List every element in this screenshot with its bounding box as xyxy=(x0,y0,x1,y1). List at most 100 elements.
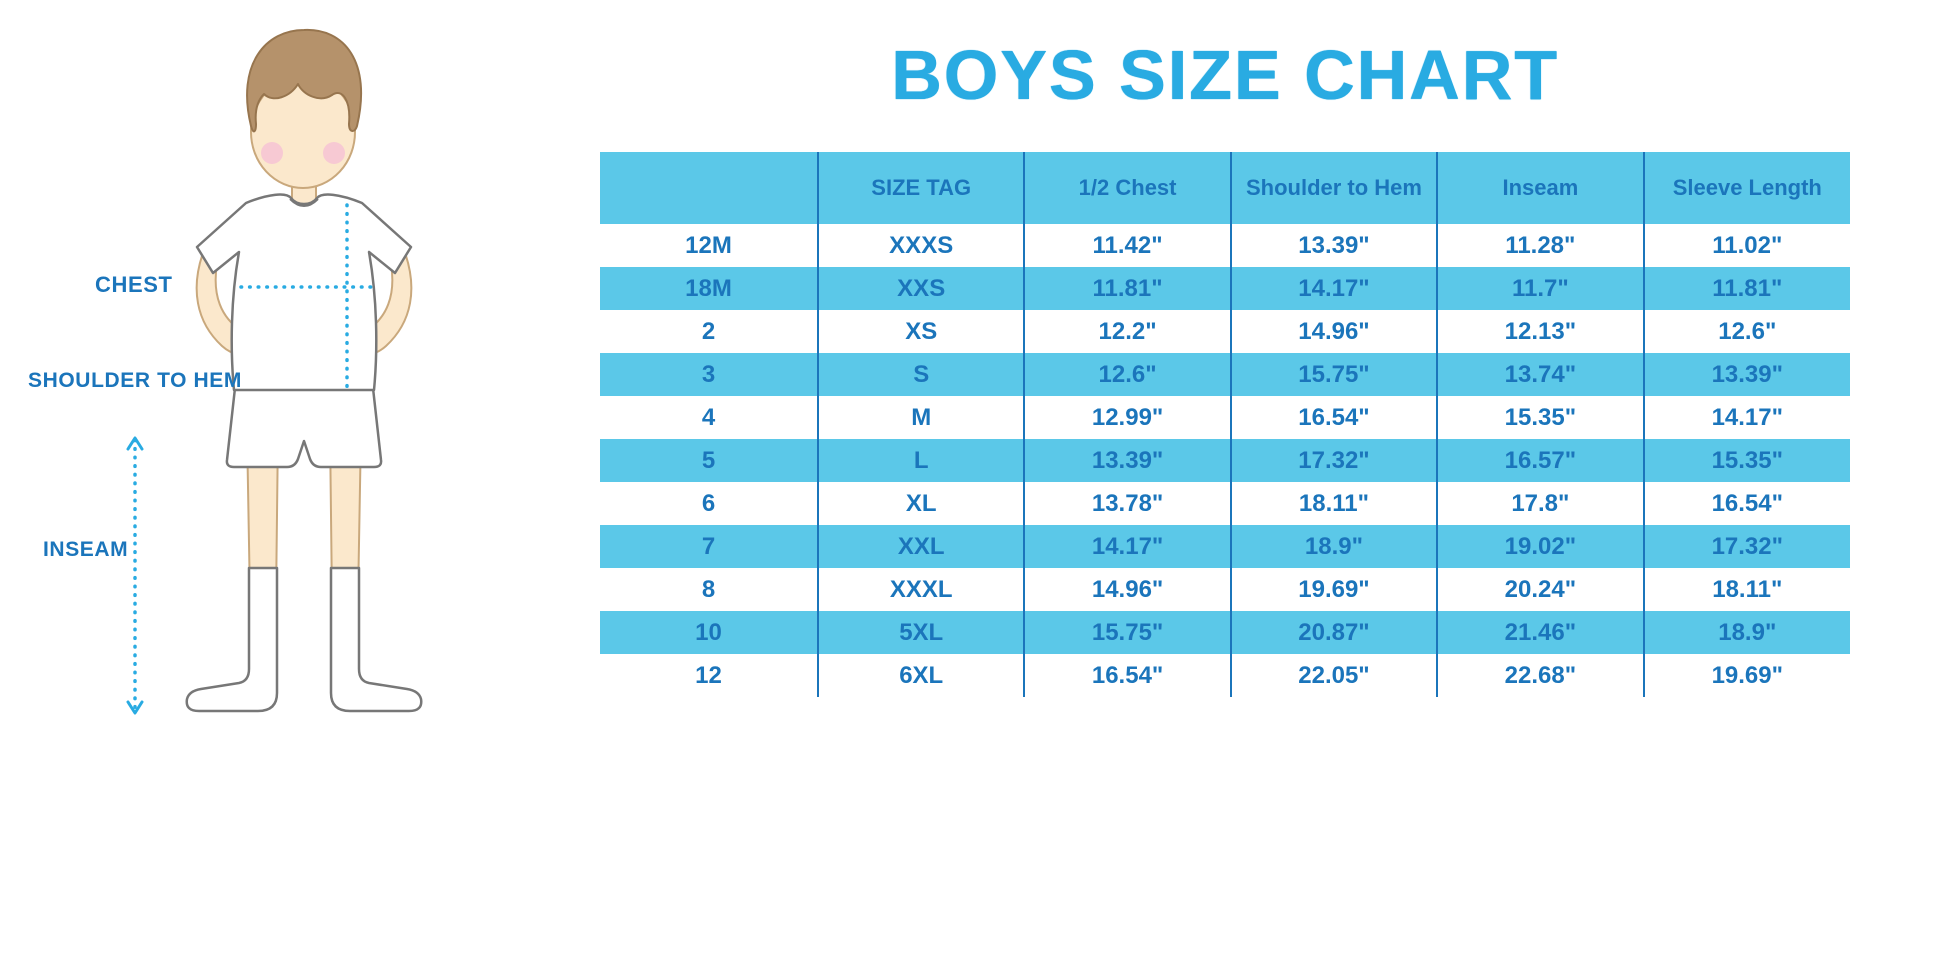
measurement-cell: 13.39" xyxy=(1023,439,1231,482)
size-cell: 3 xyxy=(600,353,818,396)
measurement-cell: 14.17" xyxy=(1023,525,1231,568)
measurement-cell: 18.9" xyxy=(1642,611,1850,654)
measurement-cell: 16.54" xyxy=(1023,654,1231,697)
measurement-cell: 16.57" xyxy=(1436,439,1644,482)
boy-measurement-diagram: CHEST SHOULDER TO HEM INSEAM xyxy=(0,0,480,973)
measurement-cell: 12.2" xyxy=(1023,310,1231,353)
measurement-cell: 11.02" xyxy=(1642,224,1850,267)
size-cell: 4 xyxy=(701,403,716,431)
column-header: Inseam xyxy=(1436,152,1644,224)
measurement-cell: 15.75" xyxy=(1023,611,1231,654)
measurement-cell: 16.54" xyxy=(1642,482,1850,525)
size-tag-cell: XXL xyxy=(816,525,1025,568)
measurement-cell: 13.39" xyxy=(1229,224,1438,267)
measurement-cell: 14.96" xyxy=(1023,568,1231,611)
inseam-label: INSEAM xyxy=(43,538,129,561)
shorts xyxy=(225,386,383,469)
hair xyxy=(246,28,362,133)
measurement-cell: 13.78" xyxy=(1023,482,1231,525)
size-tag-cell: XXS xyxy=(816,267,1025,310)
measurement-cell: 14.96" xyxy=(1229,310,1438,353)
measurement-cell: 20.24" xyxy=(1436,568,1644,611)
size-tag-cell: M xyxy=(816,396,1025,439)
measurement-cell: 11.28" xyxy=(1436,224,1644,267)
size-cell: 6 xyxy=(701,489,716,517)
size-tag-cell: S xyxy=(816,353,1025,396)
size-table: SIZE TAG 1/2 Chest Shoulder to Hem Inseam Sl… xyxy=(600,152,1850,697)
measurement-cell: 18.11" xyxy=(1642,568,1850,611)
cheeks xyxy=(261,142,345,164)
size-cell: 12M xyxy=(685,231,732,259)
measurement-cell: 18.9" xyxy=(1229,525,1438,568)
table-row: 4 M 12.99" 16.54" 15.35" 14.17" xyxy=(600,396,1850,439)
size-cell: 12 xyxy=(695,661,722,689)
inseam-arrow-top xyxy=(126,436,144,451)
column-header: 1/2 Chest xyxy=(1023,152,1231,224)
table-row: 2 XS 12.2" 14.96" 12.13" 12.6" xyxy=(600,310,1850,353)
size-tag-cell: 5XL xyxy=(816,611,1025,654)
table-row: 12 6XL 16.54" 22.05" 22.68" 19.69" xyxy=(600,654,1850,697)
measurement-cell: 17.32" xyxy=(1642,525,1850,568)
measurement-cell: 15.75" xyxy=(1229,353,1438,396)
column-header-empty xyxy=(600,152,818,224)
measurement-cell: 13.74" xyxy=(1436,353,1644,396)
inseam-arrow-bottom xyxy=(126,700,144,715)
table-row: 10 5XL 15.75" 20.87" 21.46" 18.9" xyxy=(600,611,1850,654)
column-header: Sleeve Length xyxy=(1642,152,1850,224)
chart-panel: BOYS SIZE CHART SIZE TAG 1/2 Chest Shoulde… xyxy=(600,0,1850,697)
table-row: 6 XL 13.78" 18.11" 17.8" 16.54" xyxy=(600,482,1850,525)
measurement-cell: 14.17" xyxy=(1642,396,1850,439)
measurement-cell: 16.54" xyxy=(1229,396,1438,439)
measurement-cell: 15.35" xyxy=(1436,396,1644,439)
table-row: 18M XXS 11.81" 14.17" 11.7" 11.81" xyxy=(600,267,1850,310)
measurement-cell: 12.6" xyxy=(1023,353,1231,396)
size-tag-cell: L xyxy=(816,439,1025,482)
socks xyxy=(185,566,423,713)
size-cell: 2 xyxy=(701,317,716,345)
table-head: SIZE TAG 1/2 Chest Shoulder to Hem Inseam Sl… xyxy=(600,152,1850,224)
size-cell: 18M xyxy=(600,267,818,310)
measurement-cell: 15.35" xyxy=(1642,439,1850,482)
measurement-cell: 19.02" xyxy=(1436,525,1644,568)
measurement-cell: 11.7" xyxy=(1436,267,1644,310)
measurement-cell: 13.39" xyxy=(1642,353,1850,396)
measurement-cell: 12.6" xyxy=(1642,310,1850,353)
boy-illustration xyxy=(126,28,423,715)
table-body: 12M XXXS 11.42" 13.39" 11.28" 11.02" 18M XXS 11.… xyxy=(600,224,1850,697)
column-header: SIZE TAG xyxy=(816,152,1025,224)
size-tag-cell: XL xyxy=(816,482,1025,525)
measurement-cell: 11.81" xyxy=(1023,267,1231,310)
measurement-cell: 18.11" xyxy=(1229,482,1438,525)
chest-label: CHEST xyxy=(95,272,173,297)
table-row: 12M XXXS 11.42" 13.39" 11.28" 11.02" xyxy=(600,224,1850,267)
measurement-cell: 19.69" xyxy=(1229,568,1438,611)
size-cell: 5 xyxy=(600,439,818,482)
measurement-cell: 19.69" xyxy=(1642,654,1850,697)
column-header: Shoulder to Hem xyxy=(1229,152,1438,224)
size-tag-cell: XS xyxy=(816,310,1025,353)
measurement-cell: 12.99" xyxy=(1023,396,1231,439)
size-tag-cell: XXXS xyxy=(816,224,1025,267)
measurement-cell: 17.8" xyxy=(1436,482,1644,525)
table-row: 5 L 13.39" 17.32" 16.57" 15.35" xyxy=(600,439,1850,482)
measurement-cell: 22.68" xyxy=(1436,654,1644,697)
measurement-cell: 11.81" xyxy=(1642,267,1850,310)
page-title: BOYS SIZE CHART xyxy=(891,36,1559,114)
neckline xyxy=(289,198,319,207)
measurement-cell: 12.13" xyxy=(1436,310,1644,353)
table-row: 8 XXXL 14.96" 19.69" 20.24" 18.11" xyxy=(600,568,1850,611)
measurement-cell: 22.05" xyxy=(1229,654,1438,697)
measurement-cell: 21.46" xyxy=(1436,611,1644,654)
size-cell: 7 xyxy=(600,525,818,568)
size-tag-cell: 6XL xyxy=(816,654,1025,697)
measurement-cell: 17.32" xyxy=(1229,439,1438,482)
measurement-cell: 11.42" xyxy=(1023,224,1231,267)
measurement-cell: 14.17" xyxy=(1229,267,1438,310)
measurement-cell: 20.87" xyxy=(1229,611,1438,654)
header-row: SIZE TAG 1/2 Chest Shoulder to Hem Inseam Sl… xyxy=(600,152,1850,224)
size-cell: 10 xyxy=(600,611,818,654)
table-row: 3 S 12.6" 15.75" 13.74" 13.39" xyxy=(600,353,1850,396)
size-cell: 8 xyxy=(701,575,716,603)
table-row: 7 XXL 14.17" 18.9" 19.02" 17.32" xyxy=(600,525,1850,568)
